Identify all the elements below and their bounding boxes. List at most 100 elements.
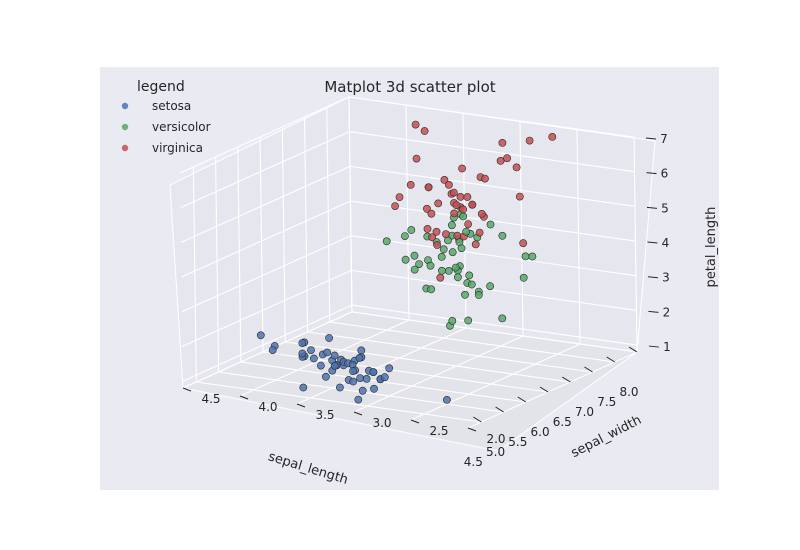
data-point-versicolor bbox=[382, 237, 391, 246]
x-gridline bbox=[281, 126, 286, 343]
y-tick-label: 3.0 bbox=[372, 416, 391, 430]
tick-marks bbox=[182, 137, 659, 432]
legend-label-virginica: virginica bbox=[152, 141, 203, 155]
data-point-virginica bbox=[477, 209, 486, 218]
data-point-virginica bbox=[440, 175, 449, 184]
y-tick-mark bbox=[467, 427, 477, 432]
data-point-versicolor bbox=[528, 252, 537, 261]
data-point-virginica bbox=[422, 204, 431, 213]
z-tick-mark bbox=[648, 345, 659, 348]
data-points bbox=[256, 120, 557, 404]
data-point-versicolor bbox=[427, 285, 436, 294]
data-point-virginica bbox=[428, 233, 436, 242]
legend: legend setosa versicolor virginica bbox=[121, 79, 211, 155]
z-gridline bbox=[181, 235, 352, 313]
x-gridline bbox=[192, 166, 197, 383]
data-point-virginica bbox=[433, 241, 441, 249]
data-point-virginica bbox=[496, 156, 505, 165]
x-tick-mark bbox=[517, 396, 527, 403]
data-point-versicolor bbox=[474, 291, 483, 299]
data-point-setosa bbox=[307, 346, 315, 354]
z-gridline bbox=[351, 269, 637, 311]
y-tick-label: 2.0 bbox=[486, 432, 505, 446]
y-tick-mark bbox=[410, 419, 420, 424]
x-tick-mark bbox=[606, 356, 616, 363]
z-gridline bbox=[180, 165, 351, 243]
x-gridline bbox=[285, 341, 571, 383]
z-tick-mark bbox=[646, 172, 657, 175]
x-tick-mark bbox=[628, 346, 638, 353]
z-tick-label: 2 bbox=[663, 305, 671, 319]
data-point-virginica bbox=[420, 127, 429, 135]
y-tick-mark bbox=[239, 395, 249, 400]
data-point-setosa bbox=[330, 361, 339, 370]
x-gridline bbox=[303, 116, 309, 333]
data-point-versicolor bbox=[519, 273, 528, 282]
y-gridline bbox=[182, 311, 353, 389]
z-gridline bbox=[350, 235, 637, 277]
data-point-virginica bbox=[406, 180, 415, 189]
data-point-setosa bbox=[385, 364, 394, 373]
data-point-versicolor bbox=[467, 280, 476, 289]
y-tick-mark bbox=[296, 403, 306, 408]
data-point-virginica bbox=[395, 193, 404, 201]
data-point-virginica bbox=[449, 188, 458, 197]
x-tick-label: 6.5 bbox=[553, 415, 572, 429]
data-point-virginica bbox=[423, 224, 432, 233]
data-point-versicolor bbox=[447, 221, 456, 230]
y-gridline bbox=[410, 343, 581, 421]
z-gridline bbox=[179, 96, 350, 174]
data-point-setosa bbox=[370, 384, 378, 393]
data-point-versicolor bbox=[465, 271, 474, 280]
data-point-virginica bbox=[444, 180, 453, 189]
x-gridline bbox=[307, 331, 593, 373]
data-point-versicolor bbox=[401, 255, 410, 264]
data-point-versicolor bbox=[410, 265, 419, 274]
data-point-virginica bbox=[450, 209, 459, 218]
x-tick-label: 5.0 bbox=[486, 445, 505, 459]
x-gridline bbox=[196, 381, 482, 423]
data-point-setosa bbox=[442, 395, 451, 404]
z-tick-label: 4 bbox=[662, 236, 670, 250]
data-point-virginica bbox=[468, 200, 477, 209]
data-point-virginica bbox=[458, 164, 466, 173]
data-point-virginica bbox=[432, 227, 441, 236]
data-point-versicolor bbox=[464, 316, 473, 325]
x-gridline bbox=[351, 311, 638, 353]
data-point-setosa bbox=[256, 331, 265, 340]
legend-label-setosa: setosa bbox=[152, 99, 191, 113]
z-gridline bbox=[182, 269, 352, 347]
x-tick-labels: 4.55.05.5 6.06.57.07.58.0 bbox=[464, 385, 639, 469]
x-tick-label: 8.0 bbox=[619, 385, 638, 399]
y-tick-label: 4.0 bbox=[258, 400, 277, 414]
x-tick-mark bbox=[495, 406, 504, 413]
data-point-virginica bbox=[503, 154, 511, 163]
y-gridline bbox=[467, 351, 638, 429]
data-point-virginica bbox=[427, 209, 436, 218]
z-tick-label: 1 bbox=[663, 340, 671, 354]
data-point-versicolor bbox=[521, 252, 530, 261]
x-gridline bbox=[329, 321, 615, 363]
x-tick-label: 4.5 bbox=[464, 455, 483, 469]
data-point-versicolor bbox=[437, 266, 446, 275]
data-point-setosa bbox=[349, 367, 357, 375]
legend-marker-virginica bbox=[121, 144, 129, 152]
data-point-versicolor bbox=[486, 282, 494, 291]
x-gridline bbox=[237, 146, 242, 363]
data-point-setosa bbox=[354, 395, 363, 404]
y-tick-label: 2.5 bbox=[429, 424, 448, 438]
data-point-versicolor bbox=[407, 226, 416, 234]
pane-back bbox=[348, 96, 656, 353]
data-point-virginica bbox=[459, 205, 467, 214]
data-point-virginica bbox=[512, 163, 521, 172]
data-point-versicolor bbox=[448, 248, 457, 257]
x-gridline bbox=[215, 156, 220, 373]
data-point-setosa bbox=[369, 368, 378, 376]
x-tick-mark bbox=[539, 386, 549, 393]
data-point-virginica bbox=[548, 132, 557, 141]
data-point-virginica bbox=[471, 240, 480, 249]
legend-marker-versicolor bbox=[121, 123, 129, 131]
data-point-virginica bbox=[498, 138, 507, 147]
data-point-versicolor bbox=[439, 245, 448, 254]
